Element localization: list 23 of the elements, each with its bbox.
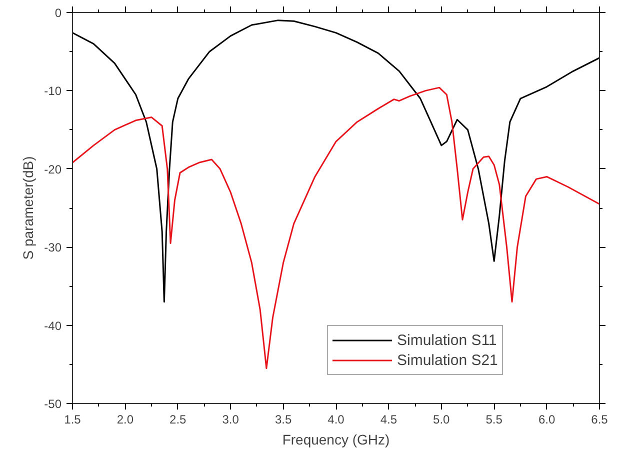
x-tick-label: 4.5 [380, 412, 398, 426]
y-tick-label: 0 [54, 6, 62, 20]
legend-label: Simulation S11 [397, 332, 497, 348]
x-tick-label: 1.5 [64, 412, 82, 426]
x-tick-label: 2.5 [170, 412, 187, 426]
y-tick-label: -30 [44, 240, 62, 255]
x-tick-label: 6.5 [591, 412, 608, 426]
x-tick-label: 2.0 [116, 412, 134, 426]
x-tick-label: 3.0 [222, 412, 240, 426]
y-tick-label: -40 [44, 318, 62, 333]
x-tick-label: 5.0 [433, 412, 450, 426]
y-tick-label: -50 [44, 397, 62, 411]
line-series [72, 20, 600, 303]
x-tick-label: 6.0 [538, 412, 556, 426]
x-tick-label: 4.0 [328, 412, 345, 426]
line-series [72, 86, 600, 370]
x-axis-title: Frequency (GHz) [282, 432, 390, 448]
legend-label: Simulation S21 [397, 352, 498, 368]
y-tick-label: -10 [44, 84, 62, 98]
x-tick-label: 5.5 [486, 412, 503, 426]
y-tick-label: -20 [44, 162, 62, 176]
y-axis-title: S parameter(dB) [20, 156, 36, 260]
x-tick-label: 3.5 [274, 412, 292, 426]
